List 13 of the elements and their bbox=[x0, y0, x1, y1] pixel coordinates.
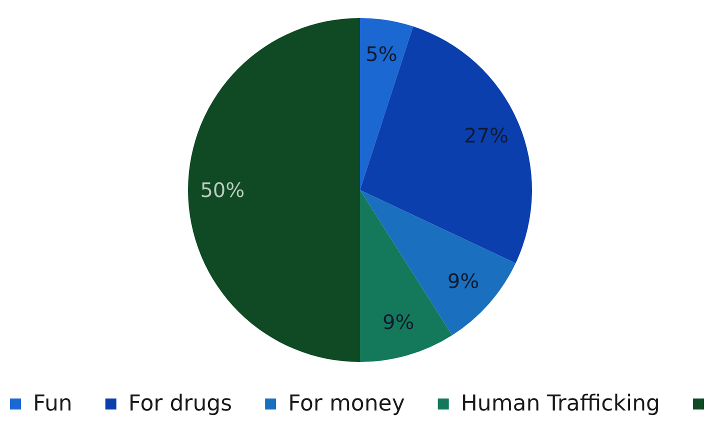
pie-slice bbox=[360, 190, 516, 336]
pie-slice bbox=[360, 18, 414, 190]
pie-slice bbox=[188, 18, 360, 362]
pie-slice bbox=[360, 26, 532, 264]
data-label: 5% bbox=[366, 42, 398, 66]
legend-label: Human Trafficking bbox=[460, 392, 660, 416]
legend-label: Fun bbox=[33, 392, 72, 416]
data-label: 50% bbox=[200, 178, 245, 202]
data-label: 27% bbox=[464, 123, 509, 148]
data-label: 9% bbox=[447, 268, 480, 293]
legend-label: For money bbox=[288, 392, 405, 416]
legend-label: For drugs bbox=[128, 392, 232, 416]
data-label: 9% bbox=[382, 310, 414, 334]
